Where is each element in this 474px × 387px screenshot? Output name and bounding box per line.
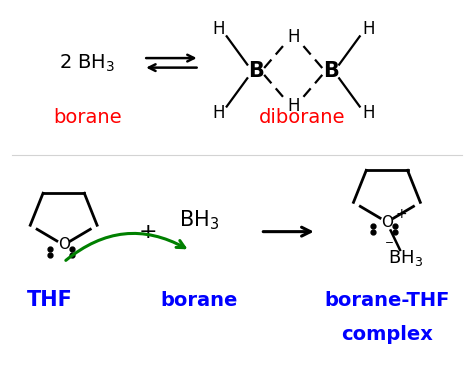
Text: borane: borane (161, 291, 238, 310)
Text: borane: borane (53, 108, 121, 127)
Text: borane-THF: borane-THF (324, 291, 450, 310)
Text: O: O (381, 215, 393, 229)
Text: B: B (248, 62, 264, 81)
Text: H: H (212, 21, 225, 38)
Text: H: H (212, 104, 225, 122)
Text: H: H (362, 21, 374, 38)
Text: H: H (362, 104, 374, 122)
Text: 2 BH$_3$: 2 BH$_3$ (59, 53, 115, 74)
Text: complex: complex (341, 325, 433, 344)
Text: B: B (323, 62, 338, 81)
Text: H: H (287, 97, 300, 115)
Text: +: + (139, 222, 157, 241)
Text: +: + (395, 207, 407, 221)
Text: BH$_3$: BH$_3$ (388, 248, 423, 268)
Text: H: H (287, 28, 300, 46)
Text: BH$_3$: BH$_3$ (179, 209, 219, 232)
Text: diborane: diborane (259, 108, 346, 127)
Text: O: O (58, 238, 70, 252)
Text: $^-$: $^-$ (382, 240, 394, 254)
Text: THF: THF (27, 290, 73, 310)
